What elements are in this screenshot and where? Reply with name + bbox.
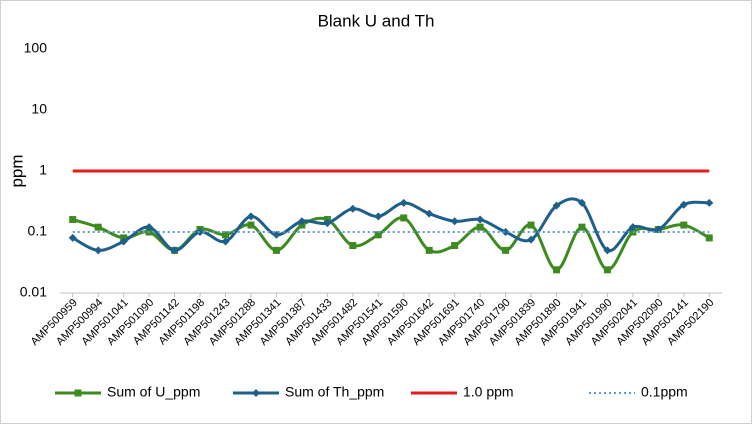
y-tick-label: 1 <box>39 162 47 178</box>
marker <box>272 246 280 254</box>
marker <box>145 223 154 232</box>
marker <box>425 246 433 254</box>
marker <box>374 231 382 239</box>
marker <box>553 266 560 274</box>
marker <box>450 217 459 226</box>
marker <box>476 223 484 231</box>
y-tick-label: 10 <box>31 101 47 117</box>
marker <box>578 223 586 231</box>
y-tick-label: 0.01 <box>20 284 47 300</box>
marker <box>348 204 357 213</box>
marker <box>222 231 229 239</box>
chart-title: Blank U and Th <box>318 11 435 30</box>
marker <box>680 221 688 229</box>
marker <box>501 228 510 236</box>
marker <box>69 216 77 224</box>
marker <box>552 201 561 210</box>
marker <box>247 221 255 229</box>
y-tick-label: 100 <box>24 40 48 56</box>
marker <box>119 237 128 246</box>
marker <box>603 246 612 255</box>
marker <box>297 217 306 226</box>
legend-marker <box>252 389 260 397</box>
marker <box>654 225 663 234</box>
legend-label: Sum of U_ppm <box>107 384 200 400</box>
legend-label: Sum of Th_ppm <box>285 384 384 400</box>
marker <box>170 246 179 255</box>
y-tick-label: 0.1 <box>28 223 48 239</box>
marker <box>705 198 714 207</box>
marker <box>577 198 586 207</box>
y-axis-label: ppm <box>7 154 26 187</box>
marker <box>628 223 637 232</box>
marker <box>527 235 536 244</box>
marker <box>94 246 103 255</box>
legend-label: 1.0 ppm <box>463 384 514 400</box>
marker <box>425 209 434 218</box>
marker <box>349 242 357 250</box>
marker <box>527 221 535 229</box>
marker <box>246 212 255 221</box>
marker <box>400 214 408 222</box>
marker <box>451 242 459 250</box>
marker <box>374 212 383 221</box>
marker <box>196 228 205 236</box>
marker <box>603 266 611 274</box>
legend-marker <box>74 389 82 397</box>
marker <box>679 200 688 209</box>
marker <box>476 215 485 224</box>
marker <box>221 237 230 246</box>
marker <box>502 246 510 254</box>
legend-label: 0.1ppm <box>641 384 688 400</box>
marker <box>399 198 408 207</box>
marker <box>323 219 332 228</box>
marker <box>68 233 77 242</box>
marker <box>94 223 102 231</box>
marker <box>705 234 713 242</box>
